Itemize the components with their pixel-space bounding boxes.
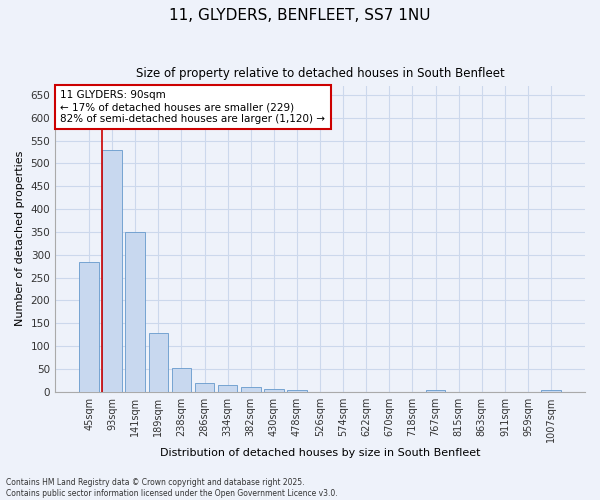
Bar [125, 232, 145, 392]
Bar [287, 390, 307, 392]
Text: 11 GLYDERS: 90sqm
← 17% of detached houses are smaller (229)
82% of semi-detache: 11 GLYDERS: 90sqm ← 17% of detached hous… [61, 90, 325, 124]
X-axis label: Distribution of detached houses by size in South Benfleet: Distribution of detached houses by size … [160, 448, 481, 458]
Text: Contains HM Land Registry data © Crown copyright and database right 2025.
Contai: Contains HM Land Registry data © Crown c… [6, 478, 338, 498]
Bar [79, 262, 99, 392]
Bar [195, 382, 214, 392]
Bar [103, 150, 122, 392]
Bar [172, 368, 191, 392]
Text: 11, GLYDERS, BENFLEET, SS7 1NU: 11, GLYDERS, BENFLEET, SS7 1NU [169, 8, 431, 22]
Y-axis label: Number of detached properties: Number of detached properties [15, 151, 25, 326]
Bar [218, 385, 238, 392]
Bar [264, 390, 284, 392]
Bar [241, 387, 260, 392]
Bar [426, 390, 445, 392]
Bar [541, 390, 561, 392]
Title: Size of property relative to detached houses in South Benfleet: Size of property relative to detached ho… [136, 68, 505, 80]
Bar [149, 334, 168, 392]
